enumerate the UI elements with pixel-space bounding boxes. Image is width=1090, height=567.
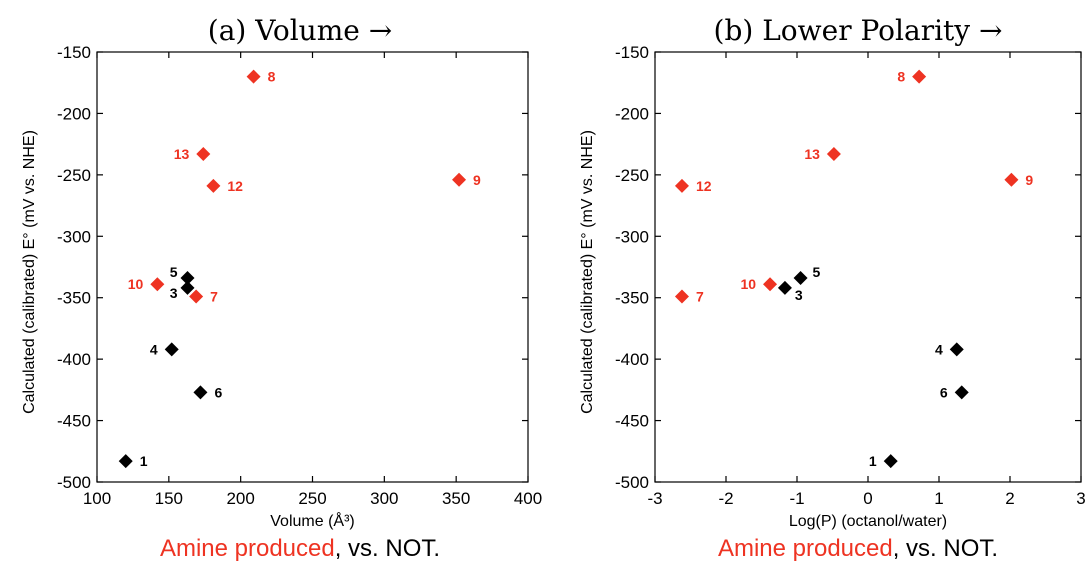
data-label-3: 3	[795, 287, 803, 303]
y-tick-label: -150	[615, 43, 649, 62]
x-axis-label: Log(P) (octanol/water)	[789, 513, 947, 530]
data-point-1	[883, 454, 898, 469]
data-point-1	[118, 454, 133, 469]
data-label-9: 9	[1025, 172, 1033, 188]
data-label-1: 1	[140, 453, 148, 469]
data-point-10	[763, 277, 778, 292]
data-label-10: 10	[128, 276, 144, 292]
x-tick-label: -3	[647, 489, 662, 508]
data-label-10: 10	[740, 276, 756, 292]
chart-title: (a) Volume →	[208, 14, 392, 47]
data-point-7	[674, 289, 689, 304]
panel-caption: Amine produced, vs. NOT.	[718, 535, 998, 562]
x-tick-label: 400	[514, 489, 542, 508]
y-tick-label: -450	[57, 412, 91, 431]
y-tick-label: -200	[615, 104, 649, 123]
data-point-13	[826, 146, 841, 161]
x-tick-label: 1	[934, 489, 943, 508]
x-tick-label: -1	[789, 489, 804, 508]
plot-frame	[654, 51, 1082, 483]
chart-panel-a: (a) Volume → -150 -200 -250 -300 -350 -400 -450…	[21, 14, 542, 562]
chart-panel-b: (b) Lower Polarity →-150-200-250-300-350…	[579, 14, 1086, 562]
caption-highlight: Amine produced	[160, 535, 335, 562]
data-point-4	[164, 342, 179, 357]
caption-rest: , vs. NOT.	[335, 535, 440, 562]
y-tick-label: -250	[57, 166, 91, 185]
data-label-13: 13	[804, 146, 820, 162]
data-label-9: 9	[473, 172, 481, 188]
x-tick-label: 100	[83, 489, 111, 508]
data-point-13	[196, 146, 211, 161]
data-label-8: 8	[268, 69, 276, 85]
data-point-3	[180, 280, 195, 295]
y-tick-label: -500	[615, 473, 649, 492]
data-point-6	[954, 385, 969, 400]
caption-rest: , vs. NOT.	[893, 535, 998, 562]
data-point-8	[912, 69, 927, 84]
y-tick-label: -400	[57, 350, 91, 369]
data-point-9	[452, 172, 467, 187]
y-tick-label: -250	[615, 166, 649, 185]
y-tick-label: -350	[615, 289, 649, 308]
data-label-7: 7	[696, 288, 704, 304]
data-point-3	[777, 280, 792, 295]
data-point-5	[180, 271, 195, 286]
y-tick-label: -500	[57, 473, 91, 492]
chart-title: (b) Lower Polarity →	[714, 14, 1003, 47]
data-point-12	[206, 178, 221, 193]
y-tick-label: -400	[615, 350, 649, 369]
data-label-3: 3	[170, 285, 178, 301]
data-label-6: 6	[940, 384, 948, 400]
x-tick-label: 350	[442, 489, 470, 508]
x-tick-label: 3	[1076, 489, 1085, 508]
data-label-7: 7	[210, 288, 218, 304]
y-tick-label: -450	[615, 412, 649, 431]
data-label-4: 4	[150, 341, 158, 357]
y-axis-label: Calculated (calibrated) E° (mV vs. NHE)	[21, 130, 38, 414]
data-label-8: 8	[897, 69, 905, 85]
x-tick-label: 0	[863, 489, 872, 508]
data-label-1: 1	[869, 453, 877, 469]
plot-frame	[96, 51, 529, 483]
data-point-4	[949, 342, 964, 357]
y-tick-label: -300	[57, 227, 91, 246]
y-tick-label: -350	[57, 289, 91, 308]
data-label-12: 12	[696, 178, 712, 194]
y-tick-label: -300	[615, 227, 649, 246]
data-label-5: 5	[170, 264, 178, 280]
data-label-13: 13	[174, 146, 190, 162]
x-tick-label: 2	[1005, 489, 1014, 508]
data-point-8	[246, 69, 261, 84]
x-tick-label: 200	[226, 489, 254, 508]
y-tick-label: -200	[57, 104, 91, 123]
data-label-5: 5	[813, 264, 821, 280]
x-tick-label: 150	[155, 489, 183, 508]
x-tick-label: 300	[370, 489, 398, 508]
data-label-4: 4	[935, 341, 943, 357]
x-tick-label: 250	[298, 489, 326, 508]
y-axis-label: Calculated (calibrated) E° (mV vs. NHE)	[579, 130, 596, 414]
data-point-10	[150, 277, 165, 292]
data-point-6	[193, 385, 208, 400]
data-label-12: 12	[227, 178, 243, 194]
data-point-12	[674, 178, 689, 193]
caption-highlight: Amine produced	[718, 535, 893, 562]
data-label-6: 6	[214, 384, 222, 400]
x-axis-label: Volume (Å³)	[270, 511, 354, 530]
data-point-7	[189, 289, 204, 304]
data-point-5	[793, 271, 808, 286]
data-point-9	[1004, 172, 1019, 187]
panel-caption: Amine produced, vs. NOT.	[160, 535, 440, 562]
y-tick-label: -150	[57, 43, 91, 62]
x-tick-label: -2	[718, 489, 733, 508]
